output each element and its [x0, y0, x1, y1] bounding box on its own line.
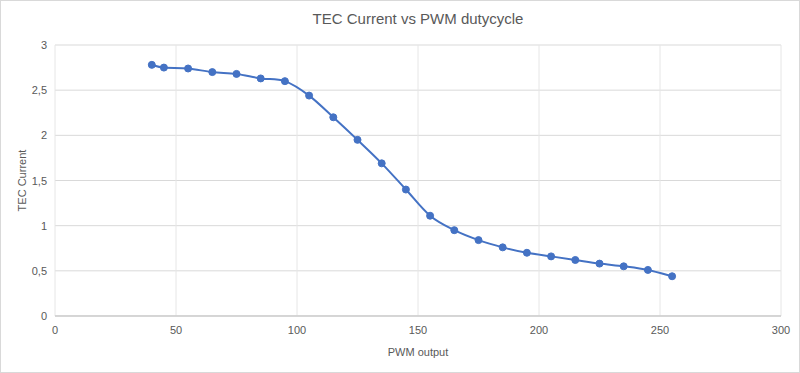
chart-background — [1, 1, 800, 373]
data-point — [281, 78, 288, 85]
data-point — [572, 256, 579, 263]
data-point — [148, 61, 155, 68]
y-tick-label: 3 — [41, 39, 47, 51]
data-point — [427, 212, 434, 219]
x-grid-line — [418, 45, 419, 316]
series-line — [152, 65, 672, 276]
x-grid-line — [55, 45, 56, 316]
data-point — [306, 92, 313, 99]
y-tick-label: 1,5 — [32, 175, 47, 187]
data-point — [644, 266, 651, 273]
data-point — [257, 75, 264, 82]
data-point — [523, 249, 530, 256]
x-tick-label: 250 — [651, 324, 669, 336]
x-grid-line — [297, 45, 298, 316]
y-axis-title: TEC Current — [16, 150, 28, 212]
data-point — [499, 244, 506, 251]
x-tick-label: 300 — [772, 324, 790, 336]
data-point — [596, 260, 603, 267]
x-tick-label: 150 — [409, 324, 427, 336]
data-point — [185, 65, 192, 72]
data-point — [451, 227, 458, 234]
x-grid-line — [660, 45, 661, 316]
y-grid-line — [55, 316, 781, 317]
x-grid-line — [781, 45, 782, 316]
y-tick-label: 2,5 — [32, 84, 47, 96]
x-axis-title: PWM output — [388, 346, 449, 358]
x-grid-line — [539, 45, 540, 316]
y-tick-label: 0 — [41, 310, 47, 322]
x-grid-line — [176, 45, 177, 316]
x-tick-label: 100 — [288, 324, 306, 336]
data-point — [475, 237, 482, 244]
x-tick-label: 200 — [530, 324, 548, 336]
data-point — [669, 273, 676, 280]
chart-title: TEC Current vs PWM dutycycle — [313, 10, 524, 27]
plot-area — [148, 61, 675, 279]
data-point — [330, 114, 337, 121]
data-point — [402, 186, 409, 193]
x-tick-label: 50 — [170, 324, 182, 336]
x-tick-label: 0 — [52, 324, 58, 336]
data-point — [354, 136, 361, 143]
chart: 0 0,5 1 1,5 2 2,5 3 0 50 100 150 200 250 300 TEC Curre… — [0, 0, 800, 373]
data-point — [620, 263, 627, 270]
data-point — [233, 70, 240, 77]
data-point — [548, 253, 555, 260]
y-tick-label: 1 — [41, 220, 47, 232]
y-tick-label: 0,5 — [32, 265, 47, 277]
y-tick-label: 2 — [41, 129, 47, 141]
data-point — [378, 160, 385, 167]
x-axis-line — [55, 316, 781, 317]
data-point — [160, 64, 167, 71]
data-point — [209, 69, 216, 76]
